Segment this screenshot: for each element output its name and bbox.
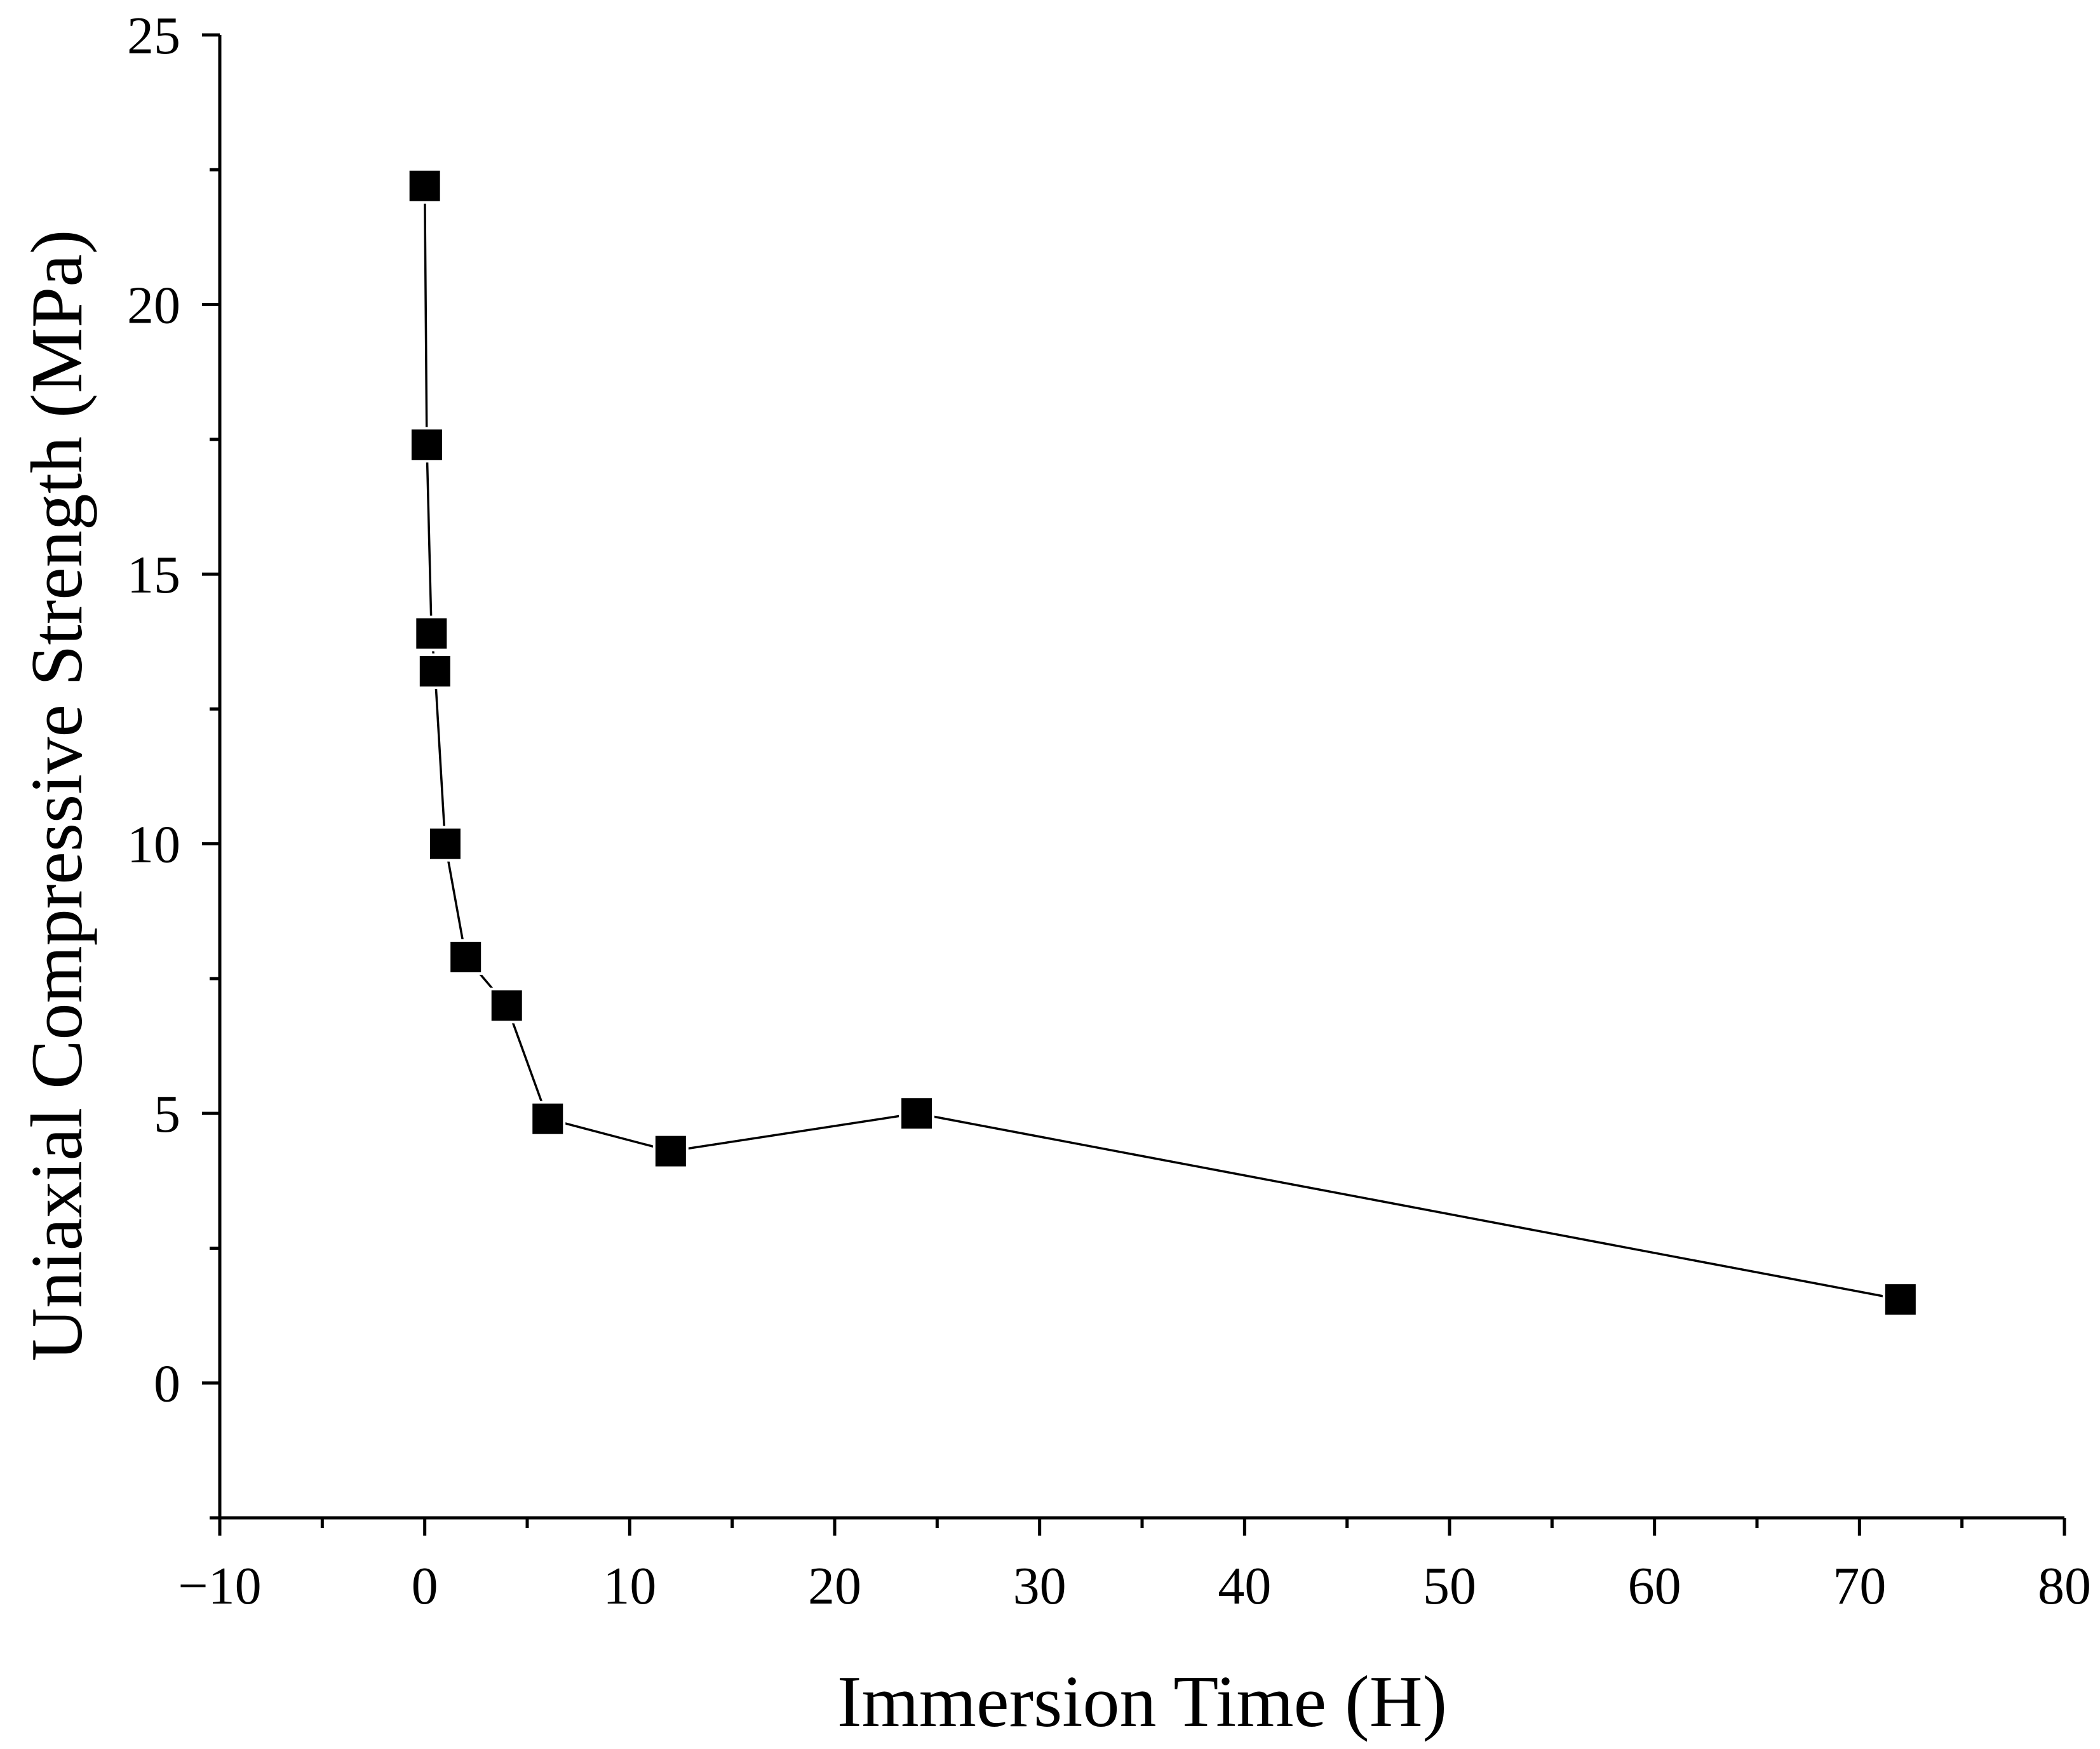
x-tick-label: 70: [1833, 1557, 1886, 1616]
data-point: [414, 615, 450, 652]
axes: [218, 35, 2064, 1520]
data-point: [448, 939, 484, 975]
series-line: [423, 185, 1901, 1301]
y-tick-label: 20: [127, 276, 180, 335]
x-tick-label: 30: [1013, 1557, 1067, 1616]
y-tick-label: 25: [127, 6, 180, 65]
data-point: [899, 1096, 935, 1132]
data-point: [530, 1101, 566, 1137]
data-point: [1882, 1282, 1918, 1318]
x-tick-label: −10: [178, 1557, 261, 1616]
y-tick-label: 15: [127, 546, 180, 605]
data-point: [427, 826, 463, 862]
data-point: [652, 1133, 689, 1169]
x-tick-label: 80: [2038, 1557, 2091, 1616]
x-tick-label: 10: [603, 1557, 656, 1616]
x-tick-label: 40: [1218, 1557, 1271, 1616]
x-tick-label: 20: [808, 1557, 861, 1616]
data-point: [417, 653, 453, 689]
x-ticks: −10 0 10 20 30 40 50 60 70 80: [178, 1518, 2091, 1616]
data-point: [407, 168, 443, 204]
x-tick-label: 0: [412, 1557, 438, 1616]
y-axis-title: Uniaxial Compressive Strength (MPa): [17, 230, 98, 1362]
x-tick-label: 50: [1423, 1557, 1476, 1616]
x-axis-title: Immersion Time (H): [837, 1661, 1447, 1743]
y-tick-label: 0: [154, 1355, 180, 1414]
y-ticks: 0 5 10 15 20 25: [127, 6, 220, 1520]
y-tick-label: 5: [154, 1085, 180, 1144]
x-tick-label: 60: [1628, 1557, 1681, 1616]
plot-series: [407, 168, 1918, 1318]
data-point: [488, 988, 525, 1024]
data-point: [408, 427, 445, 463]
y-tick-label: 10: [127, 815, 180, 874]
